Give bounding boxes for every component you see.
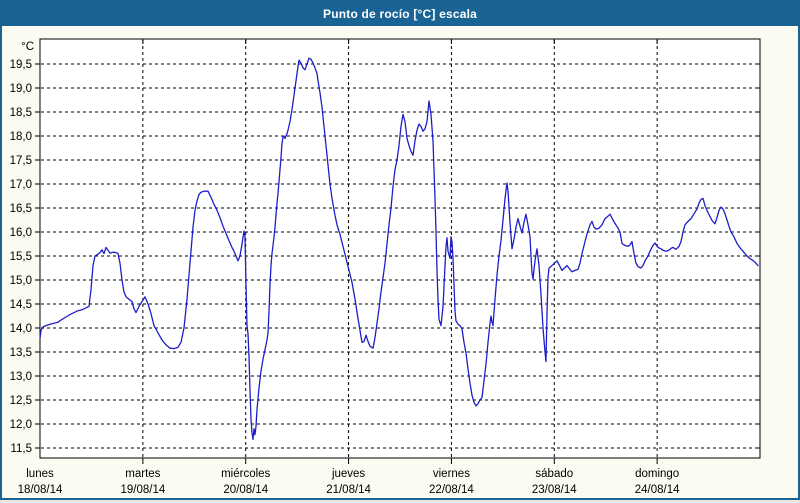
x-tick-labels: lunes 18/08/14 martes 19/08/14 miércoles 20/0… xyxy=(18,468,681,496)
svg-text:22/08/14: 22/08/14 xyxy=(429,484,474,496)
svg-text:19,5: 19,5 xyxy=(10,59,32,71)
svg-text:14,0: 14,0 xyxy=(10,323,32,335)
svg-text:15,5: 15,5 xyxy=(10,251,32,263)
svg-text:19/08/14: 19/08/14 xyxy=(120,484,165,496)
svg-text:lunes: lunes xyxy=(26,468,54,480)
svg-text:14,5: 14,5 xyxy=(10,299,32,311)
y-axis-unit-label: °C xyxy=(21,41,34,53)
svg-text:12,5: 12,5 xyxy=(10,395,32,407)
chart-area: 19,5 19,0 18,5 18,0 17,5 17,0 16,5 16,0 15,5 15,0… xyxy=(2,26,798,498)
svg-text:16,5: 16,5 xyxy=(10,203,32,215)
svg-text:domingo: domingo xyxy=(635,468,679,480)
svg-text:°C: °C xyxy=(21,41,34,53)
axis-ticks xyxy=(35,39,760,464)
svg-text:18,5: 18,5 xyxy=(10,107,32,119)
svg-text:18,0: 18,0 xyxy=(10,131,32,143)
svg-text:miércoles: miércoles xyxy=(221,468,270,480)
svg-text:17,0: 17,0 xyxy=(10,179,32,191)
svg-text:17,5: 17,5 xyxy=(10,155,32,167)
svg-text:viernes: viernes xyxy=(433,468,470,480)
plot-border xyxy=(39,38,761,459)
svg-text:sábado: sábado xyxy=(535,468,573,480)
dew-point-line xyxy=(39,57,759,441)
svg-text:20/08/14: 20/08/14 xyxy=(223,484,268,496)
svg-text:12,0: 12,0 xyxy=(10,419,32,431)
svg-text:16,0: 16,0 xyxy=(10,227,32,239)
svg-text:21/08/14: 21/08/14 xyxy=(326,484,371,496)
plot-background xyxy=(40,39,760,458)
svg-text:martes: martes xyxy=(125,468,160,480)
svg-text:19,0: 19,0 xyxy=(10,83,32,95)
svg-text:11,5: 11,5 xyxy=(10,443,32,455)
svg-text:jueves: jueves xyxy=(331,468,365,480)
y-tick-labels: 19,5 19,0 18,5 18,0 17,5 17,0 16,5 16,0 15,5 15,0… xyxy=(10,59,32,455)
svg-text:18/08/14: 18/08/14 xyxy=(18,484,63,496)
svg-text:13,5: 13,5 xyxy=(10,347,32,359)
svg-text:15,0: 15,0 xyxy=(10,275,32,287)
svg-text:23/08/14: 23/08/14 xyxy=(532,484,577,496)
chart-title-bar: Punto de rocío [°C] escala xyxy=(2,2,798,26)
svg-text:24/08/14: 24/08/14 xyxy=(635,484,680,496)
dew-point-chart: 19,5 19,0 18,5 18,0 17,5 17,0 16,5 16,0 15,5 15,0… xyxy=(10,38,761,496)
chart-title: Punto de rocío [°C] escala xyxy=(322,7,478,21)
svg-text:13,0: 13,0 xyxy=(10,371,32,383)
